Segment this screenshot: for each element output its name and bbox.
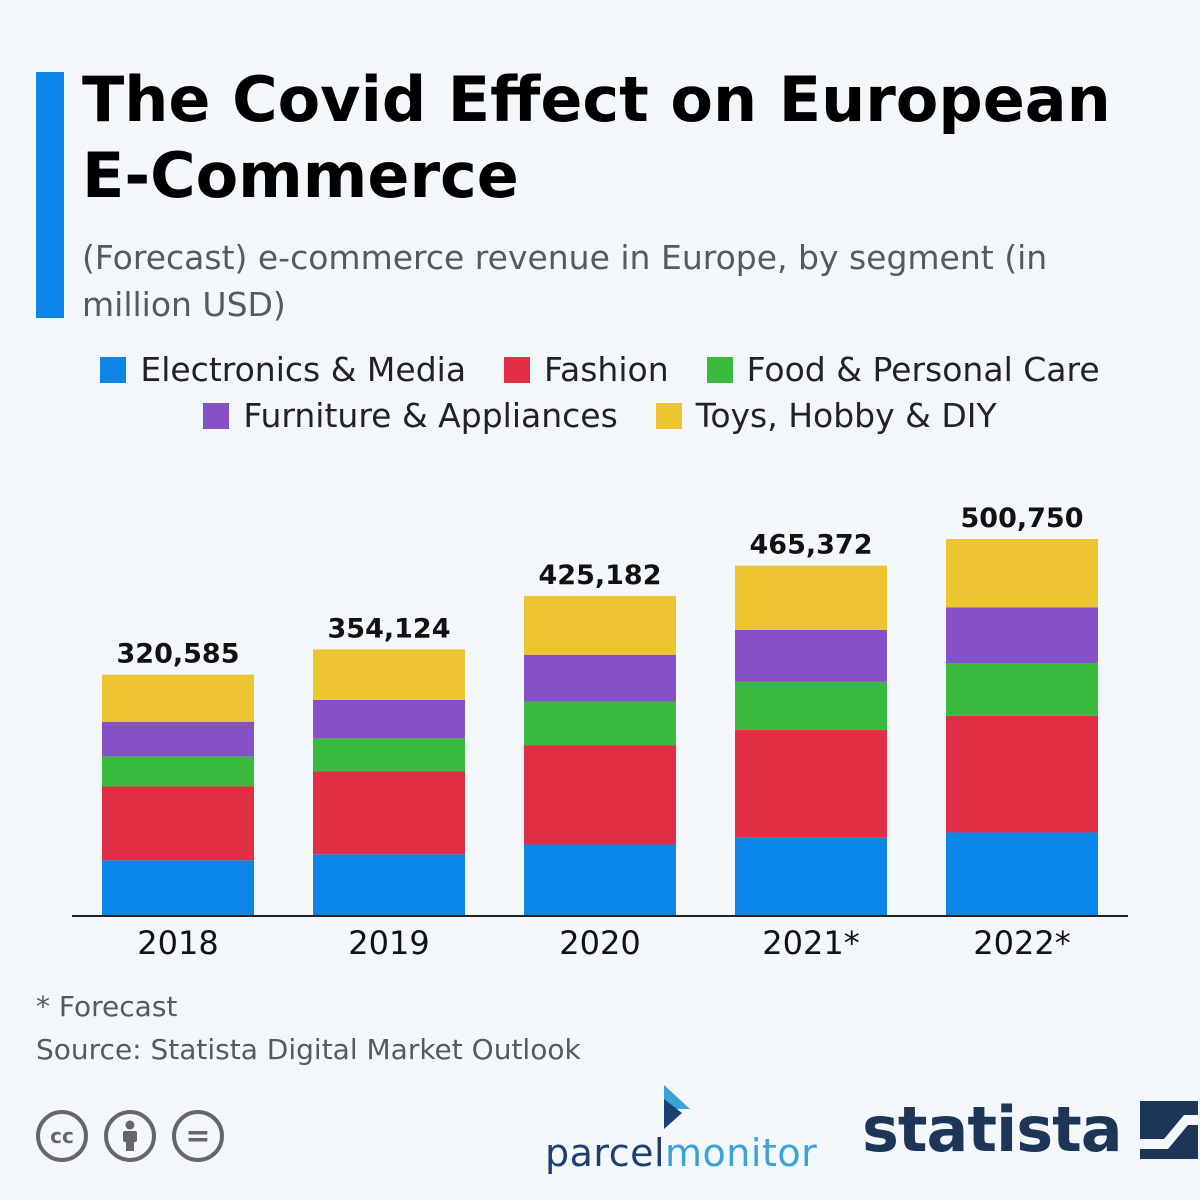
stacked-bar-chart: 320,585 2018 354,124 2019 425,182 2020 465,372… bbox=[72, 503, 1128, 962]
legend-second-row: Furniture & Appliances Toys, Hobby & DIY bbox=[0, 396, 1200, 435]
bar-segment bbox=[735, 565, 887, 630]
bar-segment bbox=[313, 649, 465, 700]
legend-label: Furniture & Appliances bbox=[243, 396, 618, 435]
bar-segment bbox=[735, 837, 887, 916]
legend-label: Fashion bbox=[544, 350, 669, 389]
legend-item-fashion: Fashion bbox=[504, 350, 669, 389]
bar-segment bbox=[524, 745, 676, 845]
total-label: 465,372 bbox=[750, 530, 873, 561]
legend-swatch bbox=[504, 356, 531, 383]
legend-swatch bbox=[203, 402, 230, 429]
bar-segment bbox=[735, 629, 887, 682]
bar-segment bbox=[524, 701, 676, 746]
legend-item-electronics: Electronics & Media bbox=[100, 350, 466, 389]
bar-segment bbox=[102, 721, 254, 757]
total-label: 320,585 bbox=[117, 639, 240, 670]
legend-item-toys: Toys, Hobby & DIY bbox=[655, 396, 997, 435]
legend-label: Toys, Hobby & DIY bbox=[695, 396, 997, 435]
nd-icon: = bbox=[172, 1110, 224, 1162]
subtitle: (Forecast) e-commerce revenue in Europe,… bbox=[82, 238, 1048, 324]
bar-segment bbox=[102, 860, 254, 916]
parcelmonitor-mark-icon bbox=[664, 1085, 690, 1129]
bar-segment bbox=[735, 681, 887, 731]
total-label: 354,124 bbox=[328, 613, 451, 644]
statista-mark-icon bbox=[1139, 1101, 1198, 1159]
bar-segment bbox=[313, 738, 465, 772]
legend-item-food: Food & Personal Care bbox=[706, 350, 1100, 389]
bar-segment bbox=[735, 730, 887, 838]
bar-segment bbox=[524, 595, 676, 655]
cc-icon: cc bbox=[36, 1110, 88, 1162]
x-tick-label: 2019 bbox=[348, 924, 429, 962]
accent-bar bbox=[36, 72, 64, 318]
bar-segment bbox=[524, 844, 676, 916]
source-note: Source: Statista Digital Market Outlook bbox=[36, 1033, 581, 1066]
legend-swatch bbox=[706, 356, 733, 383]
x-tick-label: 2018 bbox=[137, 924, 218, 962]
page-title: The Covid Effect on European E-Commerce bbox=[82, 63, 1111, 212]
footnote: * Forecast bbox=[36, 990, 178, 1023]
legend-label: Electronics & Media bbox=[140, 350, 467, 389]
statista-wordmark: statista bbox=[862, 1093, 1123, 1166]
x-tick-label: 2020 bbox=[559, 924, 640, 962]
bar-segment bbox=[946, 607, 1098, 664]
bar-segment bbox=[102, 786, 254, 861]
legend-swatch bbox=[655, 402, 682, 429]
legend-item-furniture: Furniture & Appliances bbox=[203, 396, 618, 435]
parcelmonitor-wordmark: parcelmonitor bbox=[545, 1131, 818, 1175]
license-icons: cc = bbox=[36, 1110, 224, 1162]
bar-segment bbox=[102, 674, 254, 722]
legend-label: Food & Personal Care bbox=[746, 350, 1100, 389]
bar-segment bbox=[313, 854, 465, 916]
bar-segment bbox=[946, 715, 1098, 833]
parcelmonitor-logo: parcelmonitor bbox=[545, 1085, 818, 1175]
legend: Electronics & Media Fashion Food & Perso… bbox=[0, 350, 1200, 389]
x-tick-label: 2021* bbox=[762, 924, 859, 962]
bar-segment bbox=[524, 654, 676, 702]
bar-segment bbox=[946, 539, 1098, 608]
total-label: 500,750 bbox=[961, 503, 1084, 534]
statista-logo: statista bbox=[862, 1095, 1198, 1165]
by-icon bbox=[104, 1110, 156, 1162]
bar-segment bbox=[102, 756, 254, 787]
x-tick-label: 2022* bbox=[973, 924, 1070, 962]
bar-segment bbox=[313, 771, 465, 855]
bar-segment bbox=[946, 663, 1098, 716]
bar-segment bbox=[313, 699, 465, 739]
bar-segment bbox=[946, 832, 1098, 916]
total-label: 425,182 bbox=[539, 560, 662, 591]
legend-swatch bbox=[100, 356, 127, 383]
